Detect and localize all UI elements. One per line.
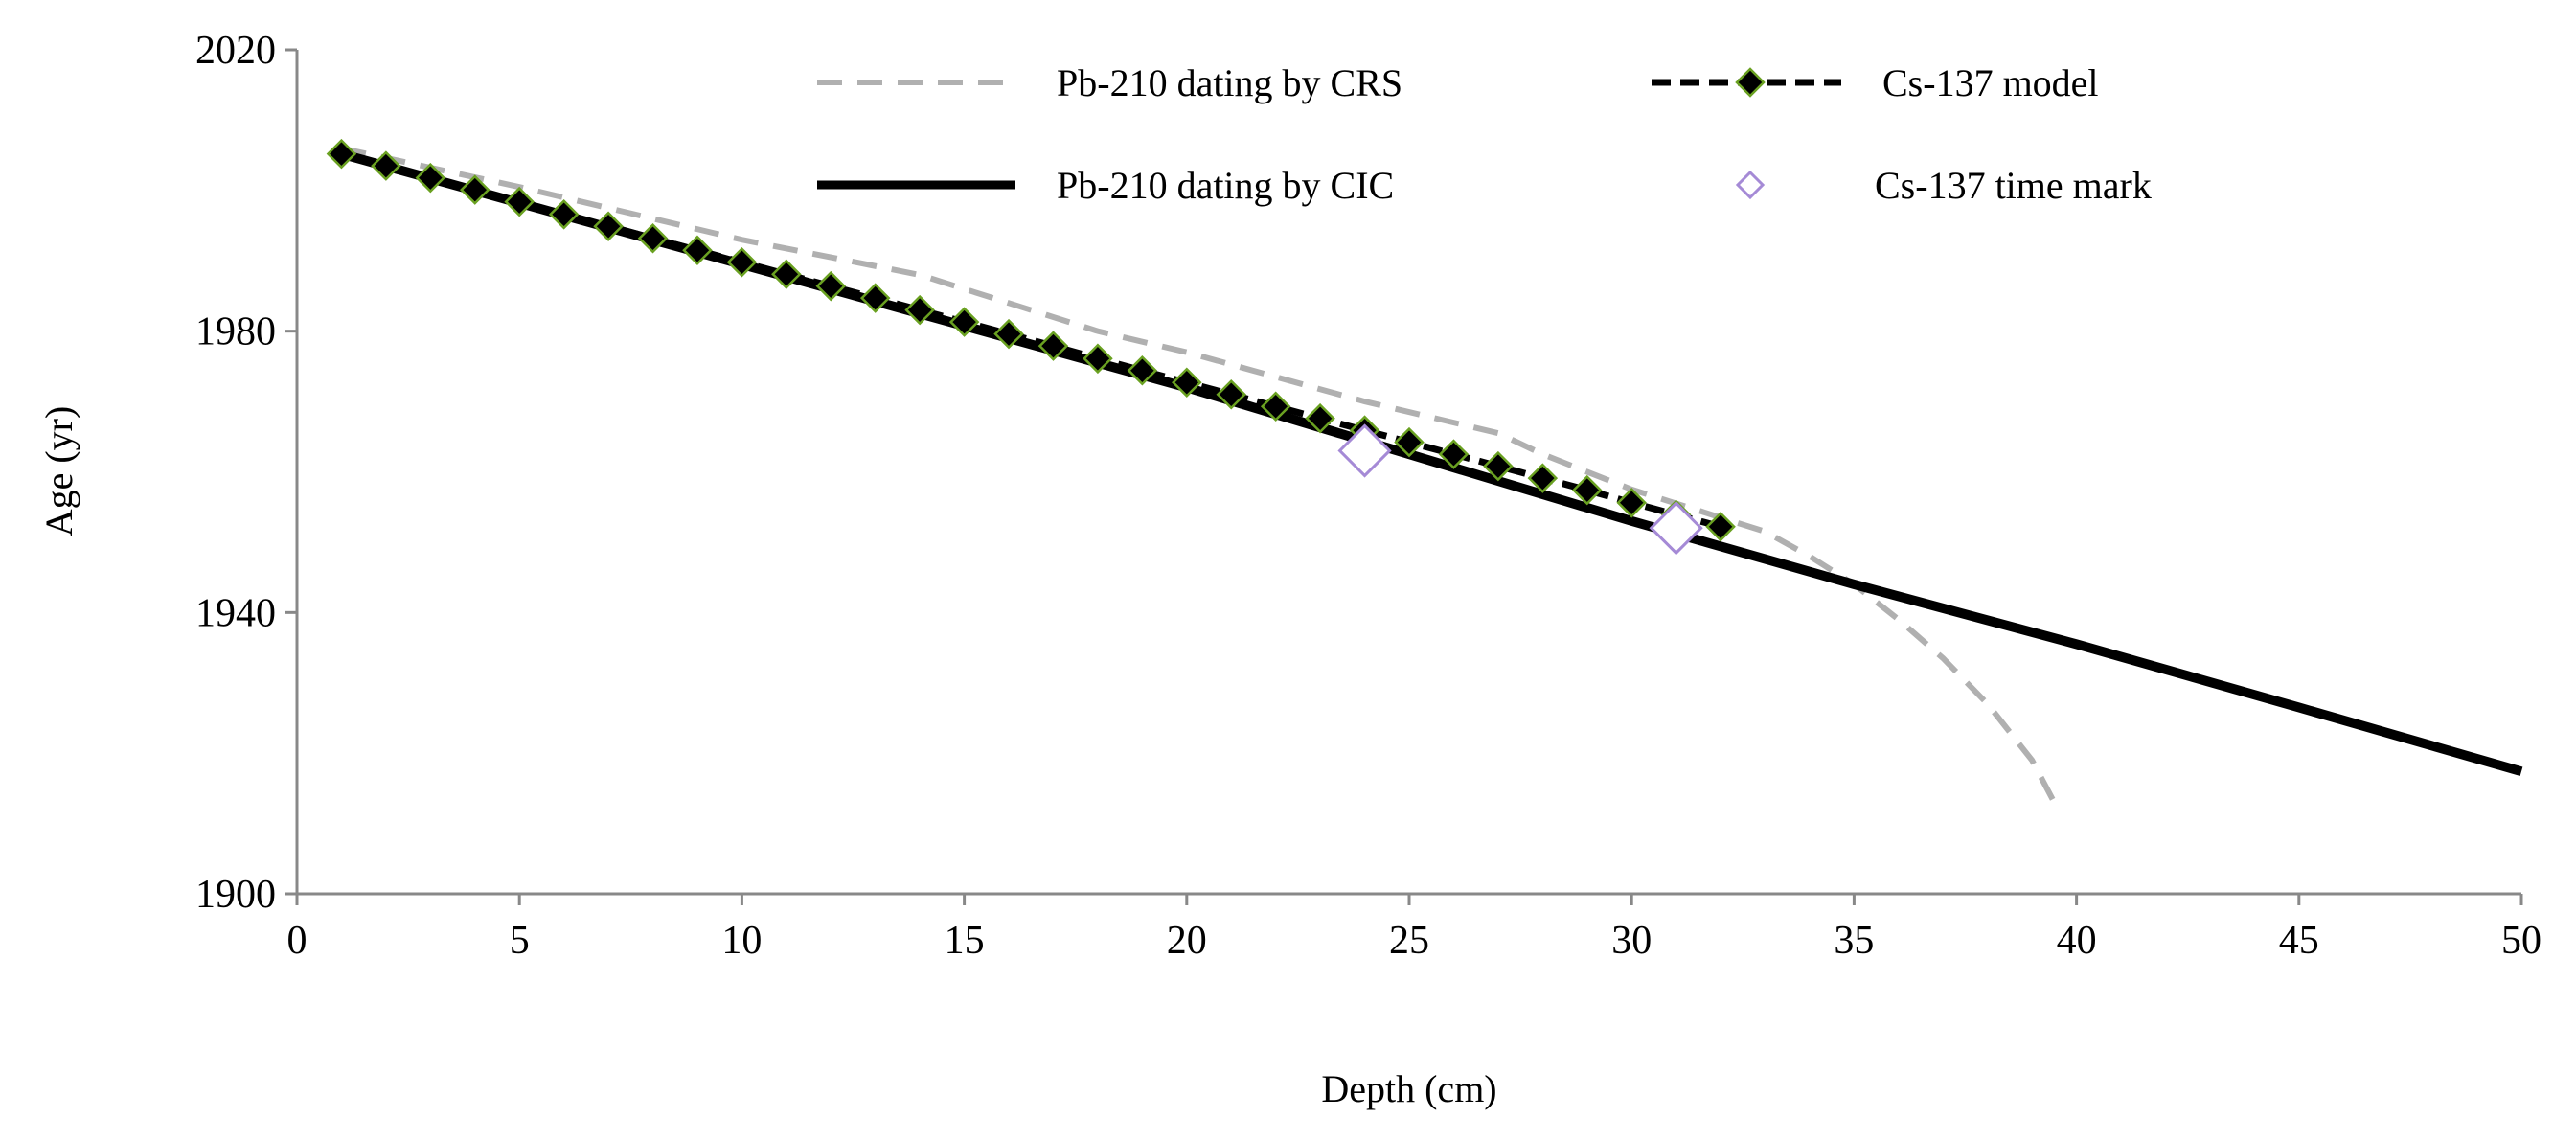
- y-tick-label: 2020: [195, 29, 276, 73]
- x-tick-label: 25: [1389, 919, 1429, 963]
- cs137-model-point: [1083, 343, 1113, 375]
- x-tick-label: 10: [721, 919, 762, 963]
- cs137-model-point: [859, 283, 891, 313]
- cs137-model-point: [682, 235, 713, 266]
- x-tick-label: 45: [2279, 919, 2319, 963]
- cs137-model-point: [548, 199, 580, 230]
- y-tick-label: 1900: [195, 873, 276, 917]
- legend: Pb-210 dating by CRS Pb-210 dating by CIC…: [817, 61, 2152, 207]
- cs137-model-point: [1305, 402, 1335, 434]
- y-tick-label: 1980: [195, 310, 276, 354]
- cs137-time-mark-point: [1649, 501, 1703, 556]
- cs137-model-point: [326, 138, 357, 170]
- cs137-model-point: [771, 259, 802, 289]
- cs137-model-point: [1527, 463, 1559, 493]
- cs137-model-point: [726, 246, 758, 278]
- legend-hollow-diamond-icon: [1735, 170, 1766, 200]
- x-tick-label: 0: [287, 919, 308, 963]
- cs137-model-point: [1438, 439, 1470, 469]
- x-tick-label: 5: [510, 919, 530, 963]
- cs137-model-point: [371, 150, 401, 181]
- x-tick-label: 20: [1167, 919, 1207, 963]
- cs137-model-point: [1037, 331, 1069, 361]
- x-tick-label: 30: [1611, 919, 1652, 963]
- cs137-model-point: [504, 186, 535, 217]
- series-layer: [326, 138, 2523, 804]
- series-line-cic: [340, 148, 2523, 777]
- series-line-crs: [340, 145, 2058, 804]
- cs137-model-point: [1216, 378, 1247, 410]
- y-axis-label: Age (yr): [37, 406, 80, 537]
- cs137-model-point: [993, 318, 1024, 350]
- cs137-time-mark-point: [1337, 423, 1392, 478]
- cs137-model-point: [1616, 488, 1647, 518]
- cs137-model-point: [904, 294, 935, 326]
- cs137-model-point: [1571, 474, 1603, 506]
- cs137-model-point: [1260, 391, 1291, 422]
- legend-diamond-icon: [1735, 67, 1766, 98]
- cs137-model-point: [948, 307, 980, 337]
- axes: 0 5 10 15 20 25 30 35 40 45 50 1900 1940 1980 2020: [195, 29, 2542, 963]
- legend-label: Cs-137 model: [1882, 61, 2099, 104]
- x-tick-label: 50: [2501, 919, 2542, 963]
- cs137-model-point: [1483, 450, 1514, 482]
- cs137-model-point: [1172, 367, 1202, 399]
- cs137-model-point: [637, 222, 669, 254]
- cs137-model-point: [459, 174, 490, 205]
- cs137-model-point: [415, 162, 446, 194]
- cs137-model-point: [593, 211, 624, 242]
- x-tick-label: 40: [2057, 919, 2097, 963]
- legend-label: Pb-210 dating by CRS: [1057, 61, 1402, 104]
- cs137-model-point: [1127, 355, 1158, 386]
- legend-label: Cs-137 time mark: [1875, 164, 2152, 207]
- cs137-model-point: [1705, 511, 1736, 542]
- y-tick-label: 1940: [195, 591, 276, 635]
- x-tick-label: 35: [1834, 919, 1874, 963]
- cs137-model-point: [815, 270, 847, 302]
- legend-label: Pb-210 dating by CIC: [1057, 164, 1394, 207]
- x-tick-label: 15: [945, 919, 985, 963]
- cs137-model-point: [1394, 426, 1425, 458]
- x-axis-label: Depth (cm): [1321, 1067, 1496, 1110]
